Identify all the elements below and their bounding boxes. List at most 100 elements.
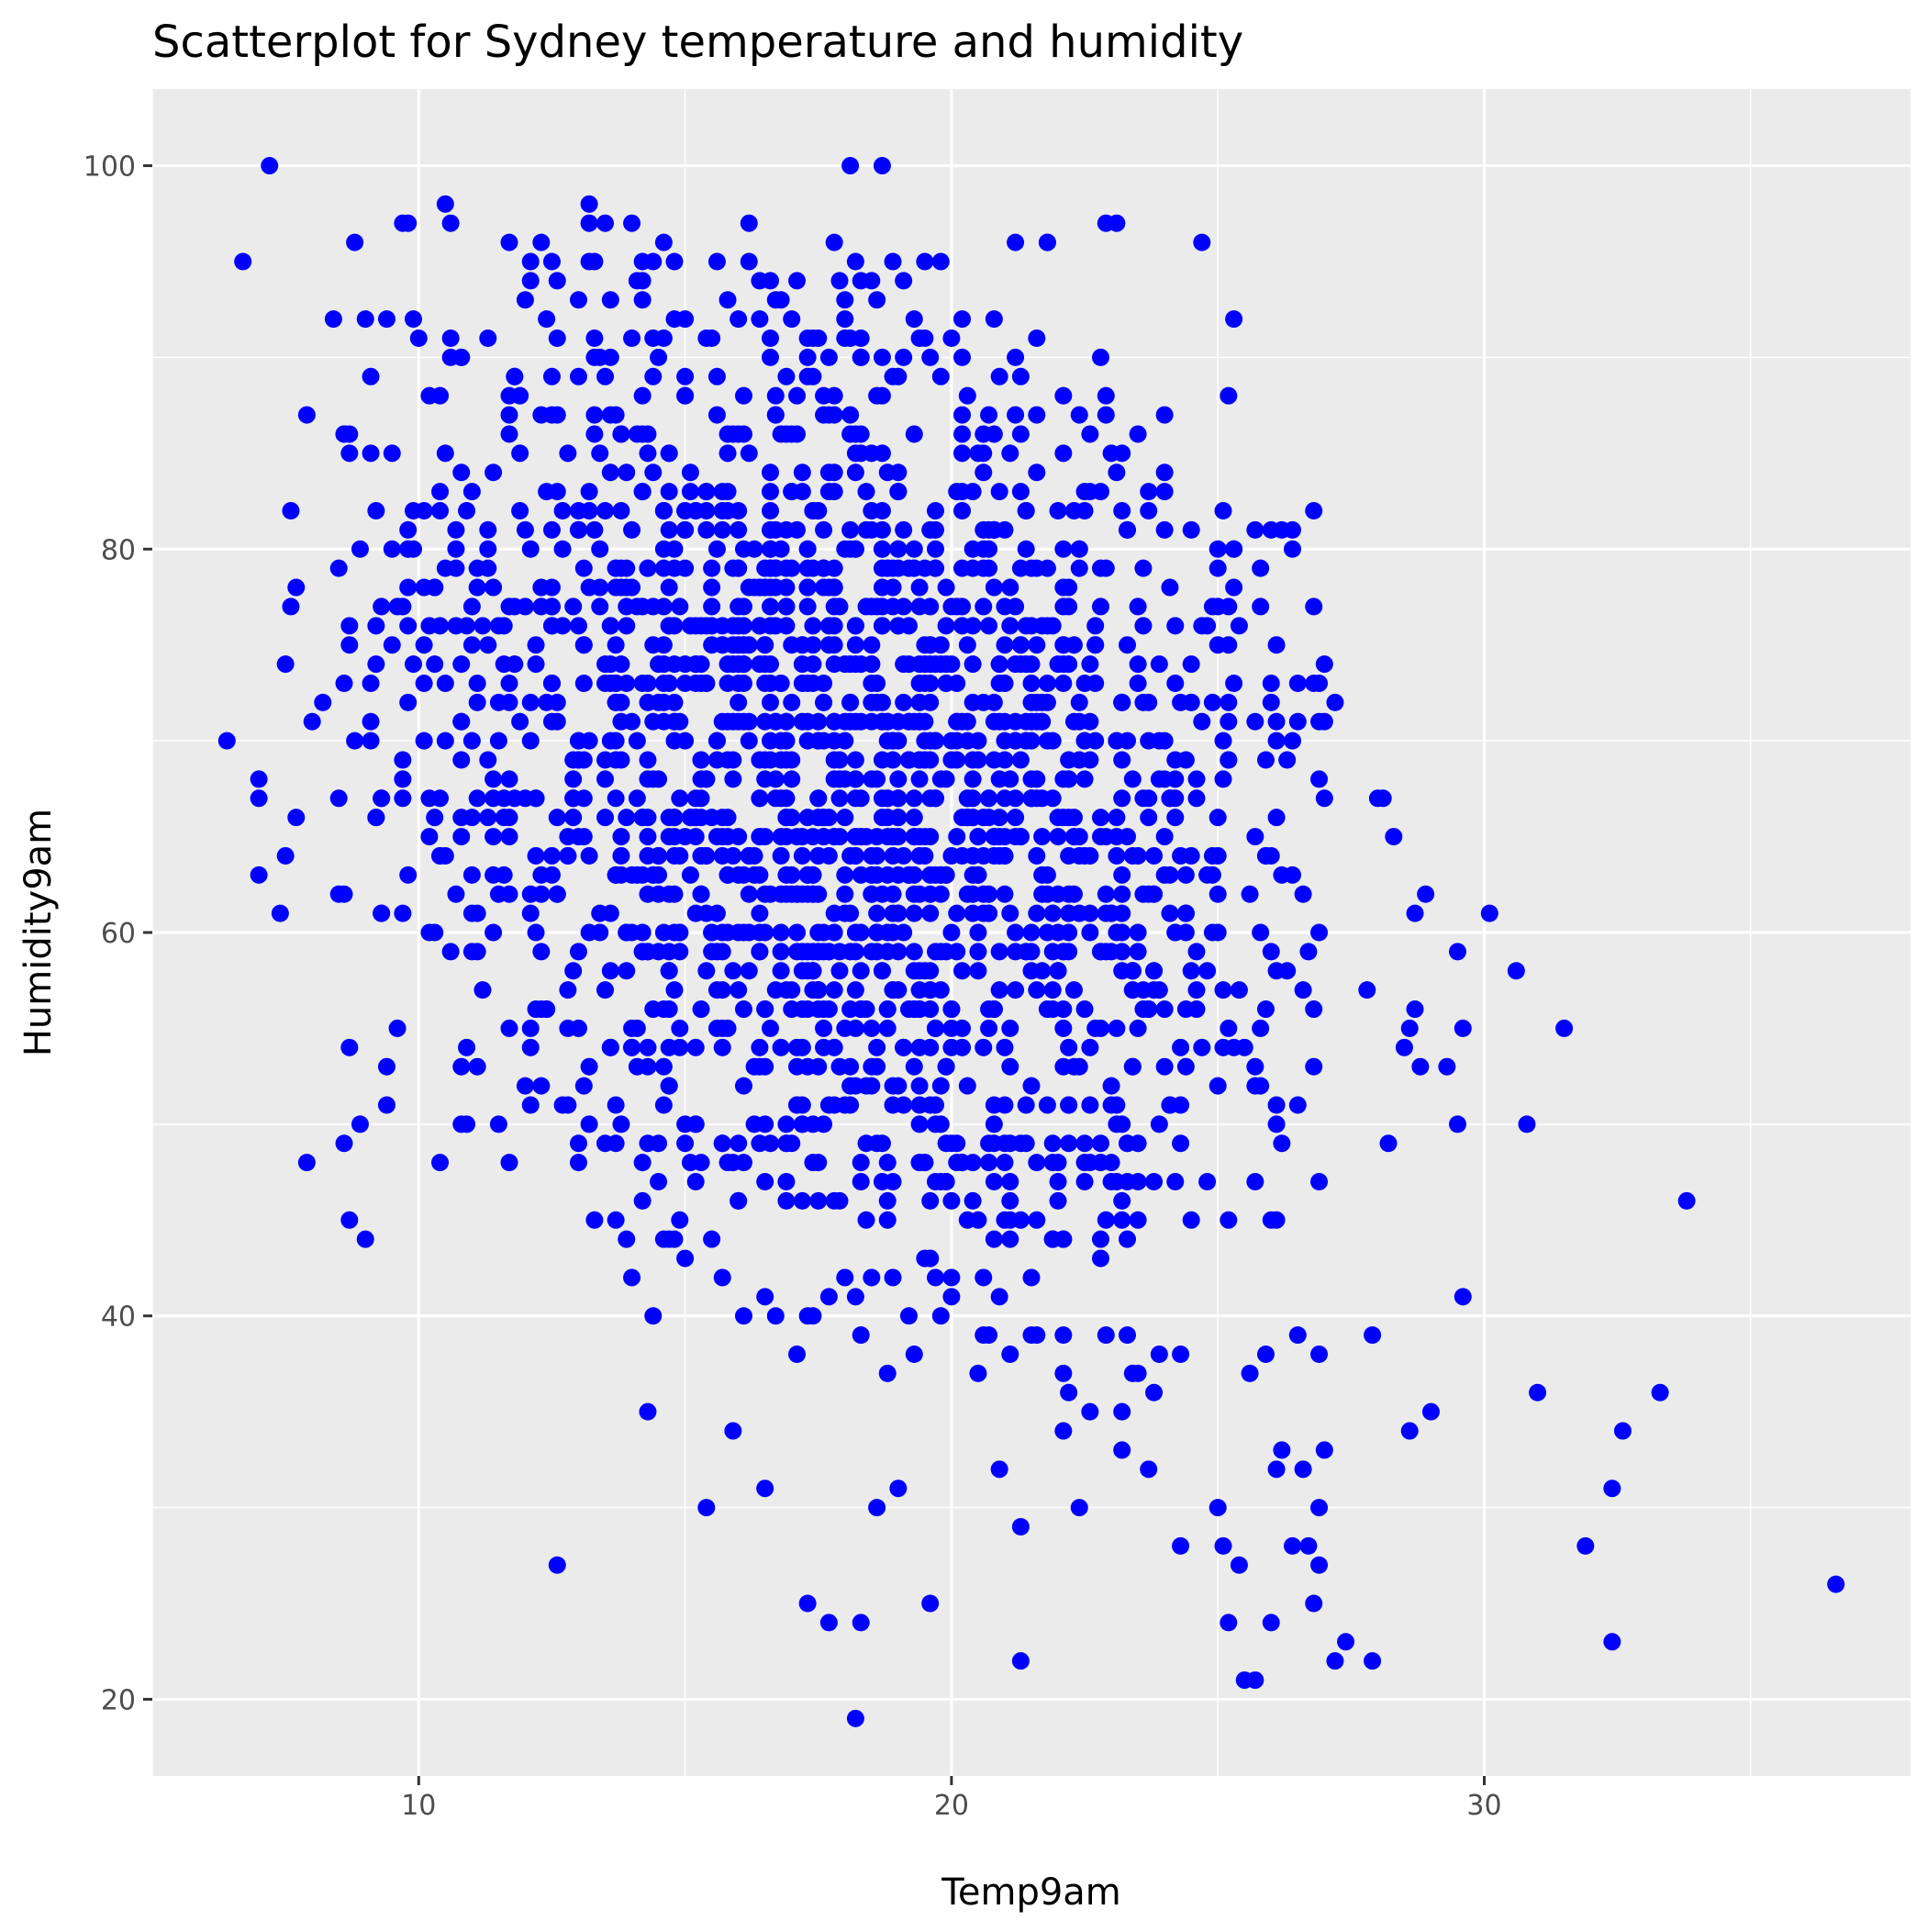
scatter-point [644,770,663,788]
scatter-point [969,1211,987,1229]
scatter-point [618,463,636,482]
scatter-point [404,502,422,519]
scatter-point [1070,846,1088,865]
scatter-point [751,943,769,961]
scatter-point [990,674,1008,692]
scatter-point [1113,1441,1131,1459]
scatter-point [1252,559,1270,577]
scatter-point [798,597,817,616]
scatter-point [596,1134,615,1153]
scatter-point [1064,809,1083,827]
scatter-point [926,1019,944,1037]
scatter-point [703,559,721,577]
y-tick-label: 60 [101,918,136,950]
scatter-point [1060,751,1078,769]
scatter-point [489,731,507,750]
scatter-point [612,502,630,519]
scatter-point [926,540,944,558]
scatter-point [804,617,822,635]
scatter-point [889,770,908,788]
scatter-point [766,1307,785,1325]
scatter-point [852,1326,870,1345]
scatter-point [644,1307,663,1325]
scatter-point [921,1594,940,1613]
scatter-point [798,809,817,827]
scatter-point [1102,1096,1120,1114]
scatter-point [665,1230,684,1248]
scatter-point [585,1211,604,1229]
scatter-point [730,559,748,577]
scatter-point [878,1154,897,1172]
scatter-point [1038,731,1056,750]
scatter-point [542,597,561,616]
scatter-point [527,636,545,654]
scatter-point [836,310,854,329]
scatter-point [1310,1556,1329,1574]
scatter-point [1480,904,1498,922]
scatter-point [1064,1057,1083,1076]
scatter-point [975,559,993,577]
scatter-point [996,1154,1014,1172]
scatter-point [863,846,881,865]
scatter-point [388,1019,407,1037]
scatter-point [1651,1383,1669,1402]
scatter-point [830,751,849,769]
scatter-point [724,1422,742,1440]
scatter-point [777,367,796,385]
scatter-point [788,943,807,961]
scatter-point [538,693,556,711]
scatter-point [671,1019,689,1037]
scatter-point [1288,1096,1307,1114]
scatter-point [697,520,716,539]
scatter-point [1220,693,1238,711]
scatter-point [1262,1614,1280,1632]
scatter-point [707,731,726,750]
scatter-point [980,885,998,903]
scatter-point [1161,578,1179,597]
scatter-point [1193,233,1211,251]
scatter-point [1043,1134,1062,1153]
scatter-point [1091,1154,1109,1172]
scatter-point [569,520,587,539]
scatter-point [1187,770,1206,788]
scatter-point [1225,540,1243,558]
scatter-point [975,1268,993,1287]
scatter-point [650,348,668,366]
scatter-point [926,1268,944,1287]
scatter-point [895,272,913,290]
scatter-point [500,386,518,405]
scatter-point [1246,1057,1264,1076]
scatter-point [1075,1134,1094,1153]
scatter-point [985,1173,1003,1191]
scatter-point [1070,406,1088,424]
scatter-point [1001,444,1019,463]
scatter-point [1166,1173,1185,1191]
scatter-point [340,617,359,635]
scatter-point [1230,981,1248,1000]
scatter-point [1209,923,1227,942]
scatter-point [825,1038,843,1056]
scatter-point [623,712,641,731]
y-axis: 20 40 60 80 100 [84,151,152,1716]
scatter-point [846,1288,864,1306]
scatter-point [975,597,993,616]
scatter-point [948,712,966,731]
scatter-point [921,636,940,654]
scatter-point [564,770,583,788]
scatter-point [1001,1134,1019,1153]
scatter-point [261,157,279,175]
scatter-point [297,1154,316,1172]
scatter-point [431,1154,450,1172]
scatter-point [852,923,870,942]
scatter-point [1119,636,1137,654]
scatter-point [1054,1326,1073,1345]
scatter-point [574,636,593,654]
scatter-point [1209,846,1227,865]
scatter-point [1374,789,1392,808]
scatter-point [718,444,737,463]
scatter-point [340,636,359,654]
scatter-point [878,731,897,750]
scatter-point [654,636,673,654]
scatter-point [772,962,790,980]
scatter-point [990,1288,1008,1306]
